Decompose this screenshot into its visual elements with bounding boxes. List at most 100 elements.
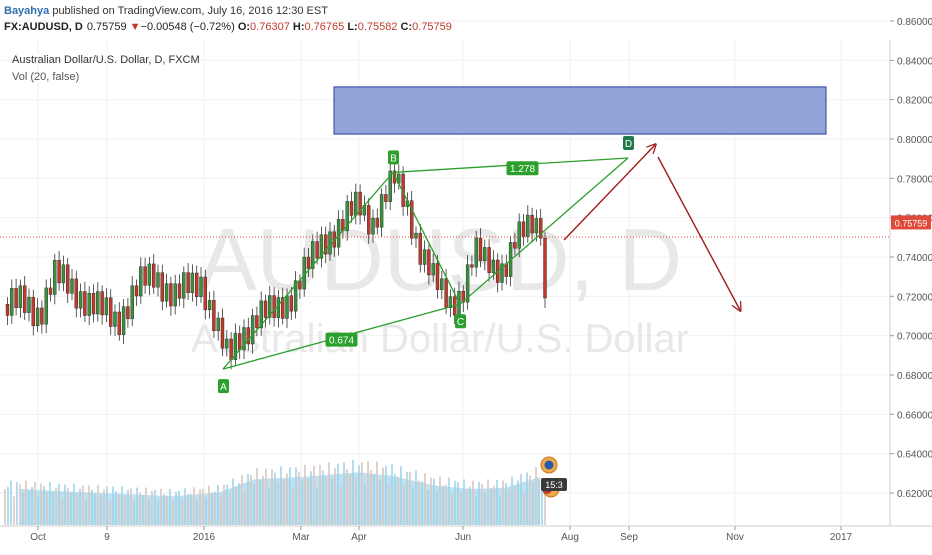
candle (371, 217, 375, 235)
y-tick-label: 0.74000 (897, 253, 932, 264)
y-tick-label: 0.80000 (897, 135, 932, 146)
y-tick-label: 0.66000 (897, 410, 932, 421)
candle (311, 241, 315, 269)
author-link[interactable]: Bayahya (4, 5, 50, 17)
low-label: L: (347, 21, 358, 33)
candle (70, 278, 74, 294)
candle (259, 300, 263, 329)
volume-bar (55, 487, 57, 525)
volume-bar (91, 489, 93, 525)
candle (242, 327, 246, 351)
candle (40, 307, 44, 325)
candle (160, 272, 165, 302)
volume-bar (130, 488, 132, 525)
candle (478, 237, 483, 262)
high-value: 0.76765 (304, 21, 345, 33)
close-value: 0.75759 (412, 21, 452, 33)
volume-bar (112, 486, 114, 525)
volume-bar (541, 485, 543, 525)
candle (18, 285, 23, 308)
volume-bar (229, 493, 231, 525)
volume-bar (181, 500, 183, 525)
volume-bar (253, 484, 255, 525)
target-zone (333, 86, 827, 135)
candle (151, 263, 156, 288)
volume-bar (451, 493, 453, 525)
volume-bar (241, 474, 243, 525)
volume-bar (526, 472, 528, 525)
volume-bar (457, 482, 459, 525)
volume-bar (76, 493, 78, 525)
volume-bar (109, 500, 111, 525)
candle (328, 231, 332, 255)
volume-bar (319, 464, 321, 525)
watermark-symbol: AUDUSD, D (198, 210, 682, 309)
volume-bar (421, 481, 423, 525)
volume-bar (409, 471, 411, 525)
volume-bar (121, 486, 123, 525)
volume-bar (328, 462, 330, 525)
volume-bar (502, 480, 504, 525)
candle (543, 237, 547, 299)
volume-bar (79, 488, 81, 525)
volume-bar (379, 480, 381, 525)
candle (526, 214, 530, 237)
projection-arrows (563, 145, 740, 310)
volume-label: Vol (20, false) (12, 71, 80, 83)
candle (504, 263, 508, 277)
volume-bar (136, 487, 138, 525)
candle (207, 300, 212, 311)
candle (14, 288, 18, 308)
candle (117, 311, 122, 335)
volume-bar (289, 467, 291, 525)
candle (500, 263, 504, 283)
candle (388, 170, 392, 202)
candle (83, 291, 87, 316)
volume-bar (361, 462, 363, 525)
candle (53, 259, 57, 295)
candle (414, 232, 418, 239)
volume-bar (127, 490, 129, 525)
pattern-line-AB (222, 172, 394, 370)
volume-bar (142, 495, 144, 525)
published-text: published on TradingView.com, July 16, 2… (49, 5, 328, 17)
candle (246, 327, 251, 345)
volume-bar (259, 480, 261, 525)
candle (173, 283, 177, 307)
volume-bar (367, 461, 369, 525)
symbol-label[interactable]: FX:AUDUSD, D (4, 21, 83, 33)
volume-bar (124, 496, 126, 525)
candle (444, 278, 448, 308)
candle (143, 266, 147, 286)
candle (87, 293, 91, 316)
y-tick-label: 0.84000 (897, 56, 932, 67)
volume-bar (34, 481, 36, 525)
candle (147, 263, 152, 286)
candle (491, 259, 496, 273)
volume-bar (118, 494, 120, 525)
candle (319, 234, 324, 259)
volume-bar (475, 495, 477, 525)
candle (74, 278, 79, 309)
event-icons: 15:3 (540, 456, 567, 498)
candle (190, 272, 195, 293)
candle (448, 296, 453, 308)
candle (35, 307, 40, 327)
candle (139, 266, 143, 297)
volume-bar (538, 480, 540, 525)
event-badge-text: 15:3 (545, 480, 563, 490)
volume-bar (511, 476, 513, 525)
volume-bar (169, 488, 171, 525)
candle (130, 285, 134, 320)
high-label: H: (292, 21, 305, 33)
volume-bar (67, 487, 69, 525)
volume-bar (517, 480, 519, 525)
candle (276, 297, 281, 318)
volume-bar (133, 500, 135, 525)
volume-bar (415, 470, 417, 525)
volume-bar (370, 470, 372, 525)
candle (534, 218, 539, 234)
candle (315, 241, 319, 259)
target-zone-box[interactable] (333, 86, 827, 135)
